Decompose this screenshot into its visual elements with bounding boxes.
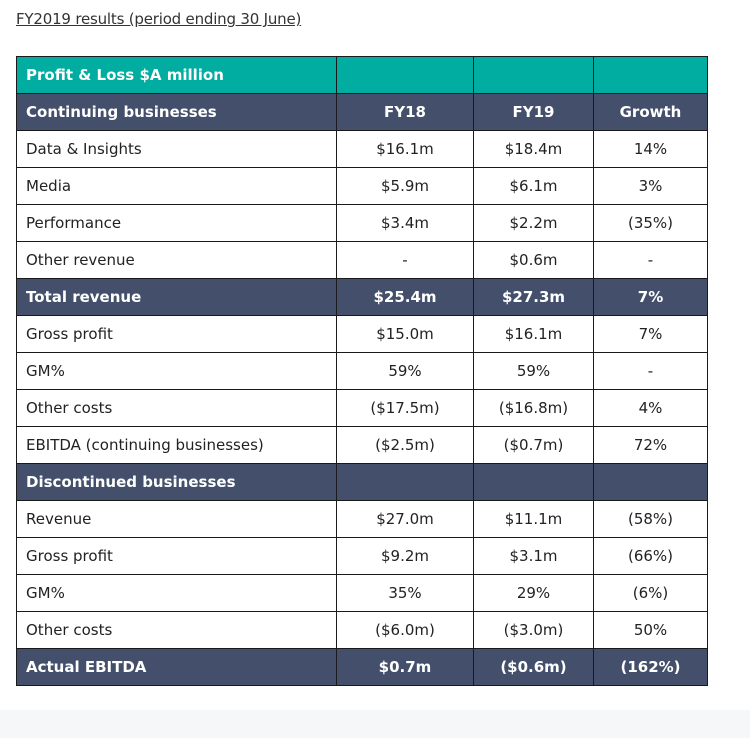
table-row: GM% 35% 29% (6%)	[16, 574, 708, 612]
cell-fy18: ($2.5m)	[336, 426, 474, 464]
page-title: FY2019 results (period ending 30 June)	[16, 10, 302, 28]
cell-growth: (66%)	[593, 537, 708, 575]
table-section-row: Discontinued businesses	[16, 463, 708, 501]
table-section-row: Actual EBITDA $0.7m ($0.6m) (162%)	[16, 648, 708, 686]
row-label: Data & Insights	[16, 130, 337, 168]
cell-fy18: FY18	[336, 93, 474, 131]
row-label: Performance	[16, 204, 337, 242]
table-row: Performance $3.4m $2.2m (35%)	[16, 204, 708, 242]
cell-growth: (6%)	[593, 574, 708, 612]
cell-fy18: $3.4m	[336, 204, 474, 242]
table-row: Other costs ($17.5m) ($16.8m) 4%	[16, 389, 708, 427]
row-label: Total revenue	[16, 278, 337, 316]
cell-fy19: ($0.6m)	[473, 648, 594, 686]
cell-fy18: -	[336, 241, 474, 279]
cell-growth: -	[593, 352, 708, 390]
cell-fy19: ($0.7m)	[473, 426, 594, 464]
title-cell-growth	[593, 56, 708, 94]
table-row: Revenue $27.0m $11.1m (58%)	[16, 500, 708, 538]
cell-growth	[593, 463, 708, 501]
cell-fy18: $9.2m	[336, 537, 474, 575]
table-row: GM% 59% 59% -	[16, 352, 708, 390]
cell-fy18: $27.0m	[336, 500, 474, 538]
cell-growth: 50%	[593, 611, 708, 649]
row-label: Gross profit	[16, 315, 337, 353]
table-row: Other costs ($6.0m) ($3.0m) 50%	[16, 611, 708, 649]
cell-growth: 7%	[593, 315, 708, 353]
cell-fy19: $6.1m	[473, 167, 594, 205]
cell-fy19: ($3.0m)	[473, 611, 594, 649]
cell-fy19: FY19	[473, 93, 594, 131]
cell-growth: (162%)	[593, 648, 708, 686]
title-cell-fy18	[336, 56, 474, 94]
profit-loss-table: Profit & Loss $A million Continuing busi…	[16, 56, 708, 686]
cell-growth: 14%	[593, 130, 708, 168]
table-row: Gross profit $15.0m $16.1m 7%	[16, 315, 708, 353]
cell-fy19: $11.1m	[473, 500, 594, 538]
table-title: Profit & Loss $A million	[16, 56, 337, 94]
row-label: Actual EBITDA	[16, 648, 337, 686]
cell-fy18	[336, 463, 474, 501]
cell-growth: 3%	[593, 167, 708, 205]
cell-fy19	[473, 463, 594, 501]
cell-fy18: ($6.0m)	[336, 611, 474, 649]
cell-fy19: $2.2m	[473, 204, 594, 242]
cell-growth: 4%	[593, 389, 708, 427]
cell-fy19: ($16.8m)	[473, 389, 594, 427]
cell-fy18: $25.4m	[336, 278, 474, 316]
table-row: EBITDA (continuing businesses) ($2.5m) ($0…	[16, 426, 708, 464]
row-label: Other revenue	[16, 241, 337, 279]
row-label: Media	[16, 167, 337, 205]
cell-fy18: 35%	[336, 574, 474, 612]
cell-fy18: $0.7m	[336, 648, 474, 686]
row-label: Gross profit	[16, 537, 337, 575]
cell-fy19: 59%	[473, 352, 594, 390]
table-row: Gross profit $9.2m $3.1m (66%)	[16, 537, 708, 575]
cell-fy19: $0.6m	[473, 241, 594, 279]
row-label: Revenue	[16, 500, 337, 538]
table-title-row: Profit & Loss $A million	[16, 56, 708, 94]
cell-fy19: $18.4m	[473, 130, 594, 168]
cell-growth: 72%	[593, 426, 708, 464]
cell-fy19: $16.1m	[473, 315, 594, 353]
row-label: EBITDA (continuing businesses)	[16, 426, 337, 464]
cell-growth: 7%	[593, 278, 708, 316]
table-section-row: Total revenue $25.4m $27.3m 7%	[16, 278, 708, 316]
cell-growth: -	[593, 241, 708, 279]
table-section-row: Continuing businesses FY18 FY19 Growth	[16, 93, 708, 131]
cell-fy18: ($17.5m)	[336, 389, 474, 427]
page-footer-band	[0, 710, 750, 738]
table-row: Other revenue - $0.6m -	[16, 241, 708, 279]
row-label: Continuing businesses	[16, 93, 337, 131]
row-label: Other costs	[16, 611, 337, 649]
cell-fy19: $27.3m	[473, 278, 594, 316]
row-label: Discontinued businesses	[16, 463, 337, 501]
cell-fy19: $3.1m	[473, 537, 594, 575]
row-label: GM%	[16, 352, 337, 390]
row-label: GM%	[16, 574, 337, 612]
cell-fy19: 29%	[473, 574, 594, 612]
cell-growth: (35%)	[593, 204, 708, 242]
cell-fy18: 59%	[336, 352, 474, 390]
cell-growth: Growth	[593, 93, 708, 131]
cell-growth: (58%)	[593, 500, 708, 538]
table-row: Data & Insights $16.1m $18.4m 14%	[16, 130, 708, 168]
title-cell-fy19	[473, 56, 594, 94]
cell-fy18: $15.0m	[336, 315, 474, 353]
cell-fy18: $16.1m	[336, 130, 474, 168]
table-row: Media $5.9m $6.1m 3%	[16, 167, 708, 205]
row-label: Other costs	[16, 389, 337, 427]
cell-fy18: $5.9m	[336, 167, 474, 205]
